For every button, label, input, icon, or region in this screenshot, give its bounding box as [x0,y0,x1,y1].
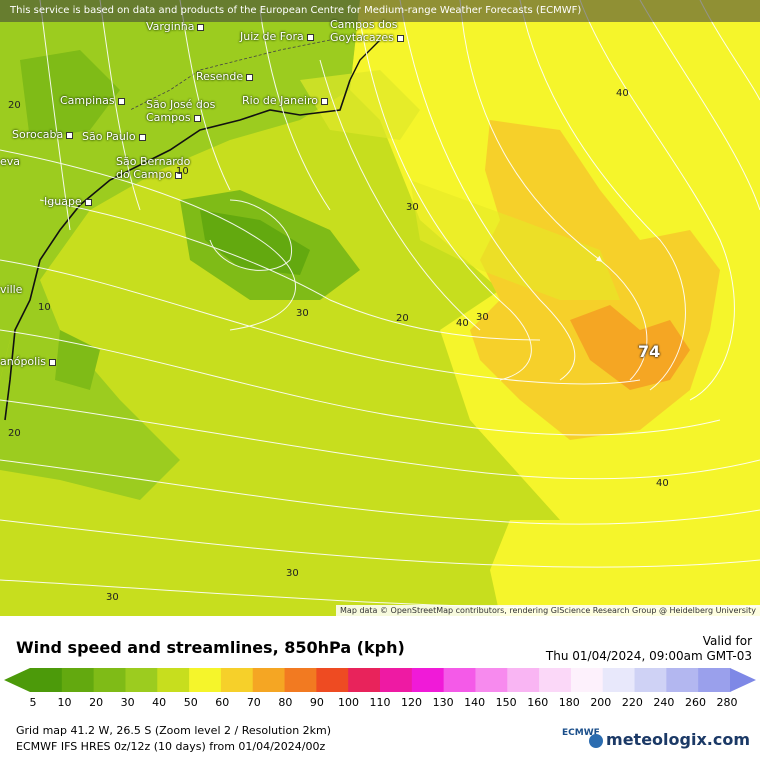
scale-swatch [348,668,381,692]
contour-label: 30 [476,312,489,323]
scale-swatch [602,668,636,692]
valid-time: Thu 01/04/2024, 09:00am GMT-03 [545,649,752,663]
city-label: Campinas [60,94,128,107]
scale-tick-label: 10 [57,696,72,709]
scale-tick-label: 110 [369,696,391,709]
contour-label: 30 [106,592,119,603]
scale-tick-label: 80 [278,696,293,709]
map-title: Wind speed and streamlines, 850hPa (kph) [16,638,405,657]
model-info: ECMWF IFS HRES 0z/12z (10 days) from 01/… [16,740,326,753]
scale-tick-label: 140 [464,696,486,709]
scale-swatch [539,668,572,692]
contour-label: 40 [616,88,629,99]
scale-swatch [570,668,604,692]
valid-label: Valid for [702,634,752,648]
scale-tick-label: 120 [401,696,423,709]
scale-tick-label: 260 [684,696,706,709]
scale-tick-label: 280 [716,696,738,709]
contour-label: 30 [406,202,419,213]
scale-swatch [507,668,540,692]
scale-swatch [252,668,286,692]
city-label: Resende [196,70,256,83]
contour-label: 20 [8,428,21,439]
scale-swatch [316,668,349,692]
scale-swatch [284,668,317,692]
meteologix-icon [589,733,604,748]
city-label: Iguape [44,195,95,208]
color-scale-ticks: 5 10 20 30 40 50 60 70 80 90 100 110 120 130 140 150 160… [0,696,760,710]
contour-label: 30 [296,308,309,319]
scale-swatch [93,668,126,692]
scale-swatch [698,668,731,692]
contour-label: 20 [8,100,21,111]
legend-panel: Wind speed and streamlines, 850hPa (kph)… [0,616,760,760]
city-label: Rio de Janeiro [242,94,331,107]
scale-tick-label: 150 [495,696,517,709]
scale-tick-label: 50 [183,696,198,709]
city-label: São José dos Campos [146,98,216,124]
city-label: Sorocaba [12,128,76,141]
contour-label: 10 [38,302,51,313]
city-label: São Bernardo do Campo [116,155,191,181]
city-label: ville [0,283,23,296]
streamlines [0,0,760,610]
city-label: anópolis [0,355,59,368]
scale-swatch [61,668,95,692]
scale-swatch [666,668,699,692]
map-attribution[interactable]: Map data © OpenStreetMap contributors, r… [336,605,760,616]
scale-swatch [411,668,445,692]
scale-swatch [443,668,476,692]
scale-swatch [30,668,63,692]
scale-tick-label: 180 [558,696,580,709]
scale-swatch [157,668,190,692]
scale-arrow-right [730,668,756,692]
scale-tick-label: 240 [653,696,675,709]
scale-tick-label: 5 [29,696,37,709]
contour-label: 40 [456,318,469,329]
color-scale-bar [4,668,756,692]
contour-label: 10 [176,166,189,177]
contour-label: 20 [396,313,409,324]
scale-tick-label: 20 [89,696,104,709]
scale-swatch [380,668,413,692]
scale-tick-label: 70 [246,696,261,709]
scale-swatch [475,668,508,692]
grid-info: Grid map 41.2 W, 26.5 S (Zoom level 2 / … [16,724,332,737]
scale-tick-label: 160 [527,696,549,709]
scale-tick-label: 30 [120,696,135,709]
scale-swatch [634,668,667,692]
scale-swatch [220,668,254,692]
scale-tick-label: 100 [337,696,359,709]
contour-label: 30 [286,568,299,579]
wind-field-layer [0,0,760,616]
scale-tick-label: 90 [309,696,324,709]
scale-tick-label: 220 [621,696,643,709]
scale-swatch [189,668,222,692]
max-wind-label: 74 [638,342,661,361]
city-label: Varginha [146,20,207,33]
scale-tick-label: 200 [590,696,612,709]
contour-label: 40 [656,478,669,489]
scale-tick-label: 40 [152,696,167,709]
scale-arrow-left [4,668,30,692]
scale-swatch [125,668,158,692]
city-label: Juiz de Fora [240,30,317,43]
scale-tick-label: 60 [215,696,230,709]
meteologix-logo[interactable]: meteologix.com [589,730,750,749]
scale-tick-label: 130 [432,696,454,709]
ecmwf-logo: ECMWF [562,728,600,738]
ecmwf-notice: This service is based on data and produc… [0,0,760,22]
city-label: eva [0,155,21,168]
wind-map[interactable]: This service is based on data and produc… [0,0,760,616]
city-label: São Paulo [82,130,149,143]
city-label: Campos dos Goytacazes [330,18,420,44]
